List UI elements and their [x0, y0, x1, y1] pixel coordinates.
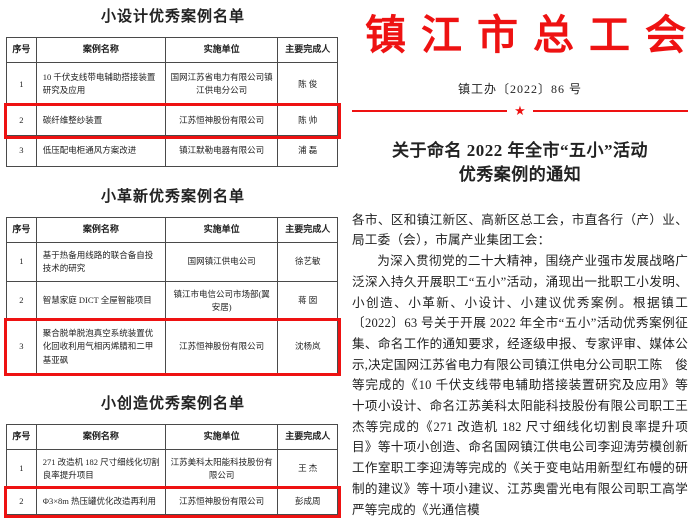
table-row: 1 10 千伏支线带电辅助搭接装置研究及应用 国网江苏省电力有限公司镇江供电分公… [6, 61, 338, 107]
body-paragraph: 为深入贯彻党的二十大精神，围绕产业强市发展战略广泛深入持久开展职工“五小”活动，… [352, 254, 688, 517]
document-number: 镇工办〔2022〕86 号 [457, 82, 582, 97]
cell-case-name: 智慧家庭 DICT 全屋智能项目 [35, 280, 166, 322]
cell-person: 王 杰 [277, 448, 338, 490]
salutation-paragraph: 各市、区和镇江新区、高新区总工会，市直各行（产）业、局工委（会），市属产业集团工… [352, 212, 688, 248]
table-row: 3 低压配电柜通风方案改进 镇江默勒电器有限公司 浦 磊 [6, 135, 338, 167]
cell-unit: 国网江苏省电力有限公司镇江供电分公司 [164, 61, 279, 107]
red-divider-line-right [532, 109, 688, 112]
col-header-unit: 实施单位 [164, 37, 279, 63]
cell-no: 3 [6, 320, 37, 374]
section-small-design: 小设计优秀案例名单 序号 案例名称 实施单位 主要完成人 1 10 千伏支线带电… [3, 5, 341, 167]
cell-unit: 江苏奥雷光电有限公司 [164, 514, 279, 518]
cell-unit: 江苏美科太阳能科技股份有限公司 [164, 448, 279, 490]
cell-no: 3 [6, 135, 37, 167]
cell-person: 沈杨岚 [277, 320, 338, 374]
table-header-row: 序号 案例名称 实施单位 主要完成人 [6, 37, 338, 63]
small-design-table: 序号 案例名称 实施单位 主要完成人 1 10 千伏支线带电辅助搭接装置研究及应… [3, 37, 341, 167]
cell-unit: 镇江市电信公司市场部(翼安居) [164, 280, 279, 322]
table-row-highlighted: 2 Φ3×8m 热压罐优化改造再利用 江苏恒神股份有限公司 彭成周 [3, 485, 341, 518]
cell-unit: 镇江默勒电器有限公司 [164, 135, 279, 167]
notice-document-panel: 镇江市总工会 镇工办〔2022〕86 号 ★ 关于命名 2022 年全市“五小”… [345, 0, 691, 518]
col-header-name: 案例名称 [35, 216, 166, 243]
cell-case-name: 10 千伏支线带电辅助搭接装置研究及应用 [35, 61, 166, 107]
col-header-no: 序号 [6, 423, 37, 450]
cell-case-name: 碳纤维整纱装置 [35, 105, 166, 137]
col-header-person: 主要完成人 [277, 216, 338, 243]
col-header-person: 主要完成人 [277, 37, 338, 63]
section-small-creation: 小创造优秀案例名单 序号 案例名称 实施单位 主要完成人 1 271 改造机 1… [3, 392, 341, 518]
cell-person: 陈 俊 [277, 61, 338, 107]
cell-unit: 江苏恒神股份有限公司 [164, 320, 279, 374]
table-row: 2 智慧家庭 DICT 全屋智能项目 镇江市电信公司市场部(翼安居) 蒋 囡 [6, 280, 338, 322]
table-header-row: 序号 案例名称 实施单位 主要完成人 [6, 216, 338, 243]
cell-person: 彭成周 [277, 488, 338, 516]
col-header-name: 案例名称 [35, 37, 166, 63]
table-row: 1 基于热备用线路的联合备自投技术的研究 国网镇江供电公司 徐艺敏 [6, 241, 338, 282]
section-title: 小设计优秀案例名单 [100, 9, 245, 25]
cell-case-name: 聚合脱单脱泡真空系统装置优化回收利用气相丙烯腈和二甲基亚砜 [35, 320, 166, 374]
cell-person: 浦 磊 [277, 135, 338, 167]
award-tables-panel: 小设计优秀案例名单 序号 案例名称 实施单位 主要完成人 1 10 千伏支线带电… [0, 0, 345, 518]
table-row-highlighted: 2 碳纤维整纱装置 江苏恒神股份有限公司 陈 帅 [3, 102, 341, 139]
cell-case-name: 低压配电柜通风方案改进 [35, 135, 166, 167]
col-header-name: 案例名称 [35, 423, 166, 450]
notice-title-line2: 优秀案例的通知 [458, 164, 582, 184]
section-title: 小革新优秀案例名单 [100, 188, 245, 205]
cell-no: 1 [6, 448, 37, 490]
cell-case-name: 271 改造机 182 尺寸细线化切割良率提升项目 [35, 448, 166, 490]
small-creation-table: 序号 案例名称 实施单位 主要完成人 1 271 改造机 182 尺寸细线化切割… [3, 423, 341, 518]
cell-no: 2 [6, 488, 37, 516]
cell-no: 1 [6, 61, 37, 107]
small-innovation-table: 序号 案例名称 实施单位 主要完成人 1 基于热备用线路的联合备自投技术的研究 … [3, 216, 341, 377]
notice-title: 关于命名 2022 年全市“五小”活动 优秀案例的通知 [352, 139, 688, 187]
cell-no: 2 [6, 105, 37, 137]
table-row-highlighted: 3 聚合脱单脱泡真空系统装置优化回收利用气相丙烯腈和二甲基亚砜 江苏恒神股份有限… [3, 317, 341, 377]
notice-title-line1: 关于命名 2022 年全市“五小”活动 [392, 141, 648, 161]
section-small-innovation: 小革新优秀案例名单 序号 案例名称 实施单位 主要完成人 1 基于热备用线路的联… [3, 185, 341, 377]
cell-person: 周海霞 [277, 514, 338, 518]
col-header-unit: 实施单位 [164, 423, 279, 450]
cell-unit: 国网镇江供电公司 [164, 241, 279, 282]
table-row: 1 271 改造机 182 尺寸细线化切割良率提升项目 江苏美科太阳能科技股份有… [6, 448, 338, 490]
section-title: 小创造优秀案例名单 [100, 395, 245, 412]
cell-case-name: Φ3×8m 热压罐优化改造再利用 [35, 488, 166, 516]
col-header-unit: 实施单位 [164, 216, 279, 243]
cell-person: 蒋 囡 [277, 280, 338, 322]
col-header-person: 主要完成人 [277, 423, 338, 450]
table-header-row: 序号 案例名称 实施单位 主要完成人 [6, 423, 338, 450]
notice-body: 各市、区和镇江新区、高新区总工会，市直各行（产）业、局工委（会），市属产业集团工… [352, 210, 688, 518]
cell-person: 陈 帅 [277, 105, 338, 137]
red-divider-line-left [352, 109, 508, 112]
cell-unit: 江苏恒神股份有限公司 [164, 488, 279, 516]
col-header-no: 序号 [6, 37, 37, 63]
cell-unit: 江苏恒神股份有限公司 [164, 105, 279, 137]
table-row: 3 多通道光模块三温自动测试系统平台 江苏奥雷光电有限公司 周海霞 [6, 514, 338, 518]
col-header-no: 序号 [6, 216, 37, 243]
cell-person: 徐艺敏 [277, 241, 338, 282]
cell-no: 2 [6, 280, 37, 322]
cell-no: 1 [6, 241, 37, 282]
cell-case-name: 多通道光模块三温自动测试系统平台 [35, 514, 166, 518]
star-icon: ★ [514, 103, 526, 119]
red-divider: ★ [352, 104, 688, 117]
masthead-union-name: 镇江市总工会 [365, 12, 691, 58]
cell-case-name: 基于热备用线路的联合备自投技术的研究 [35, 241, 166, 282]
